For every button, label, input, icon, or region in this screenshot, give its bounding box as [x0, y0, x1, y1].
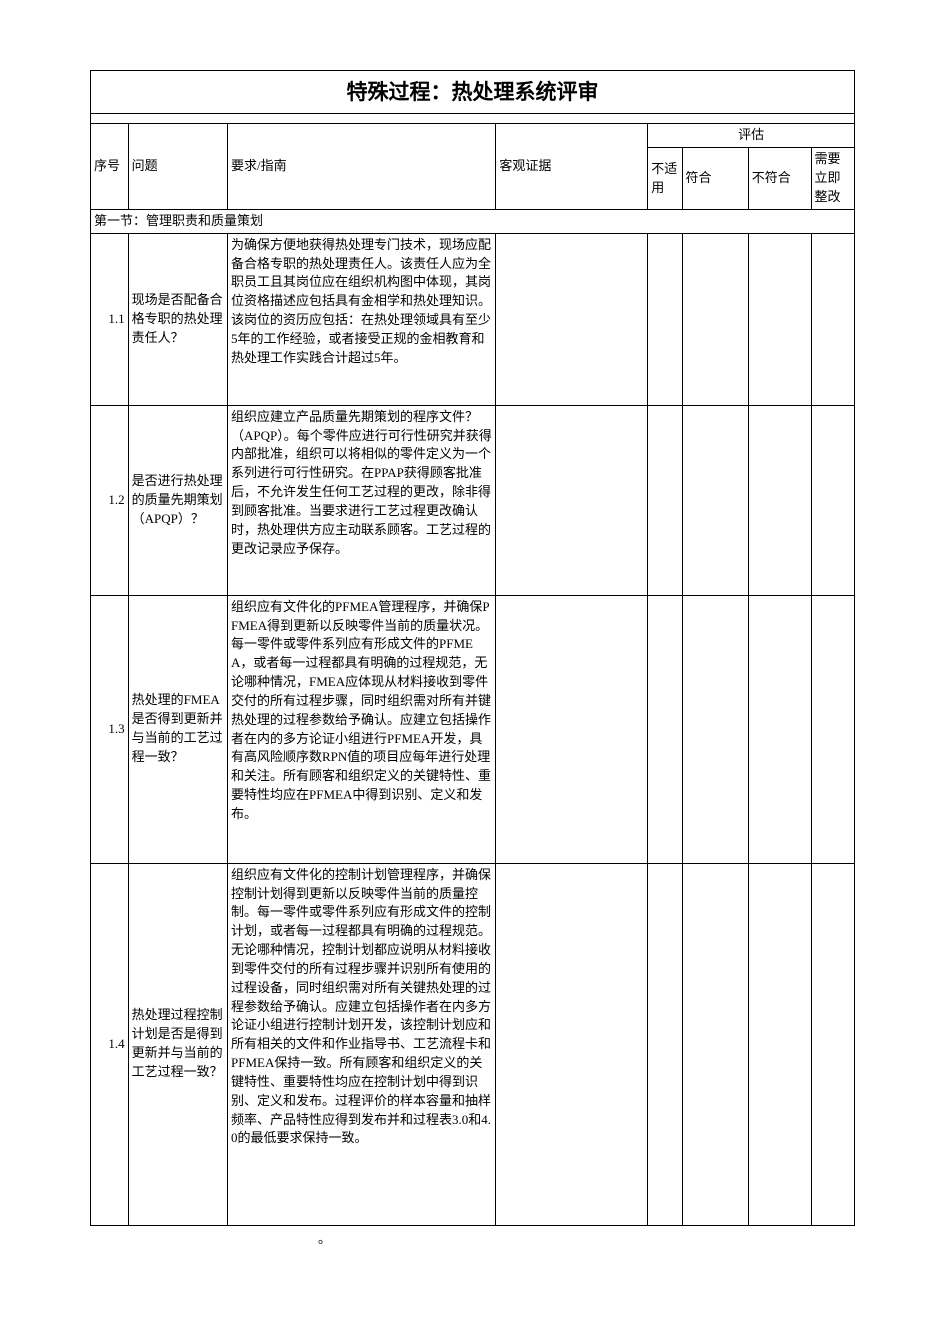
- col-header-requirement: 要求/指南: [228, 124, 496, 209]
- seq-cell: 1.3: [91, 595, 129, 863]
- col-header-evidence: 客观证据: [496, 124, 648, 209]
- conform-cell[interactable]: [682, 595, 748, 863]
- spacer-cell: [91, 114, 855, 124]
- requirement-cell: 组织应有文件化的控制计划管理程序，并确保控制计划得到更新以反映零件当前的质量控制…: [228, 863, 496, 1225]
- seq-cell: 1.2: [91, 405, 129, 595]
- table-row: 1.4 热处理过程控制计划是否是得到更新并与当前的工艺过程一致？ 组织应有文件化…: [91, 863, 855, 1225]
- conform-cell[interactable]: [682, 233, 748, 405]
- conform-cell[interactable]: [682, 863, 748, 1225]
- col-header-question: 问题: [128, 124, 227, 209]
- evaluation-group-header: 评估: [648, 124, 855, 148]
- fix-cell[interactable]: [811, 863, 854, 1225]
- trailing-dot: 。: [314, 1226, 855, 1247]
- na-cell[interactable]: [648, 233, 682, 405]
- requirement-cell: 为确保方便地获得热处理专门技术，现场应配备合格专职的热处理责任人。该责任人应为全…: [228, 233, 496, 405]
- question-cell: 现场是否配备合格专职的热处理责任人？: [128, 233, 227, 405]
- requirement-text: 组织应有文件化的PFMEA管理程序，并确保PFMEA得到更新以反映零件当前的质量…: [231, 598, 492, 861]
- table-row: 1.1 现场是否配备合格专职的热处理责任人？ 为确保方便地获得热处理专门技术，现…: [91, 233, 855, 405]
- section-header-row: 第一节：管理职责和质量策划: [91, 209, 855, 233]
- evidence-cell[interactable]: [496, 595, 648, 863]
- col-header-notconform: 不符合: [748, 148, 811, 210]
- fix-cell[interactable]: [811, 595, 854, 863]
- notconform-cell[interactable]: [748, 863, 811, 1225]
- notconform-cell[interactable]: [748, 233, 811, 405]
- title-row: 特殊过程：热处理系统评审: [91, 71, 855, 114]
- question-cell: 热处理过程控制计划是否是得到更新并与当前的工艺过程一致？: [128, 863, 227, 1225]
- table-row: 1.3 热处理的FMEA是否得到更新并与当前的工艺过程一致？ 组织应有文件化的P…: [91, 595, 855, 863]
- spacer-row: [91, 114, 855, 124]
- col-header-seq: 序号: [91, 124, 129, 209]
- audit-table: 特殊过程：热处理系统评审 序号 问题 要求/指南 客观证据 评估 不适用 符合 …: [90, 70, 855, 1226]
- requirement-text: 为确保方便地获得热处理专门技术，现场应配备合格专职的热处理责任人。该责任人应为全…: [231, 236, 492, 403]
- fix-cell[interactable]: [811, 405, 854, 595]
- section-header: 第一节：管理职责和质量策划: [91, 209, 855, 233]
- conform-cell[interactable]: [682, 405, 748, 595]
- seq-cell: 1.1: [91, 233, 129, 405]
- evidence-cell[interactable]: [496, 233, 648, 405]
- evidence-cell[interactable]: [496, 405, 648, 595]
- col-header-fix: 需要立即整改: [811, 148, 854, 210]
- question-cell: 热处理的FMEA是否得到更新并与当前的工艺过程一致？: [128, 595, 227, 863]
- eval-header-row: 序号 问题 要求/指南 客观证据 评估: [91, 124, 855, 148]
- requirement-text: 组织应建立产品质量先期策划的程序文件？（APQP）。每个零件应进行可行性研究并获…: [231, 408, 492, 593]
- audit-document: 特殊过程：热处理系统评审 序号 问题 要求/指南 客观证据 评估 不适用 符合 …: [90, 70, 855, 1247]
- table-row: 1.2 是否进行热处理的质量先期策划（APQP）？ 组织应建立产品质量先期策划的…: [91, 405, 855, 595]
- question-cell: 是否进行热处理的质量先期策划（APQP）？: [128, 405, 227, 595]
- fix-cell[interactable]: [811, 233, 854, 405]
- col-header-na: 不适用: [648, 148, 682, 210]
- requirement-cell: 组织应有文件化的PFMEA管理程序，并确保PFMEA得到更新以反映零件当前的质量…: [228, 595, 496, 863]
- document-title: 特殊过程：热处理系统评审: [91, 71, 855, 114]
- na-cell[interactable]: [648, 863, 682, 1225]
- evidence-cell[interactable]: [496, 863, 648, 1225]
- notconform-cell[interactable]: [748, 405, 811, 595]
- requirement-cell: 组织应建立产品质量先期策划的程序文件？（APQP）。每个零件应进行可行性研究并获…: [228, 405, 496, 595]
- na-cell[interactable]: [648, 405, 682, 595]
- na-cell[interactable]: [648, 595, 682, 863]
- col-header-conform: 符合: [682, 148, 748, 210]
- requirement-text: 组织应有文件化的控制计划管理程序，并确保控制计划得到更新以反映零件当前的质量控制…: [231, 866, 492, 1223]
- notconform-cell[interactable]: [748, 595, 811, 863]
- seq-cell: 1.4: [91, 863, 129, 1225]
